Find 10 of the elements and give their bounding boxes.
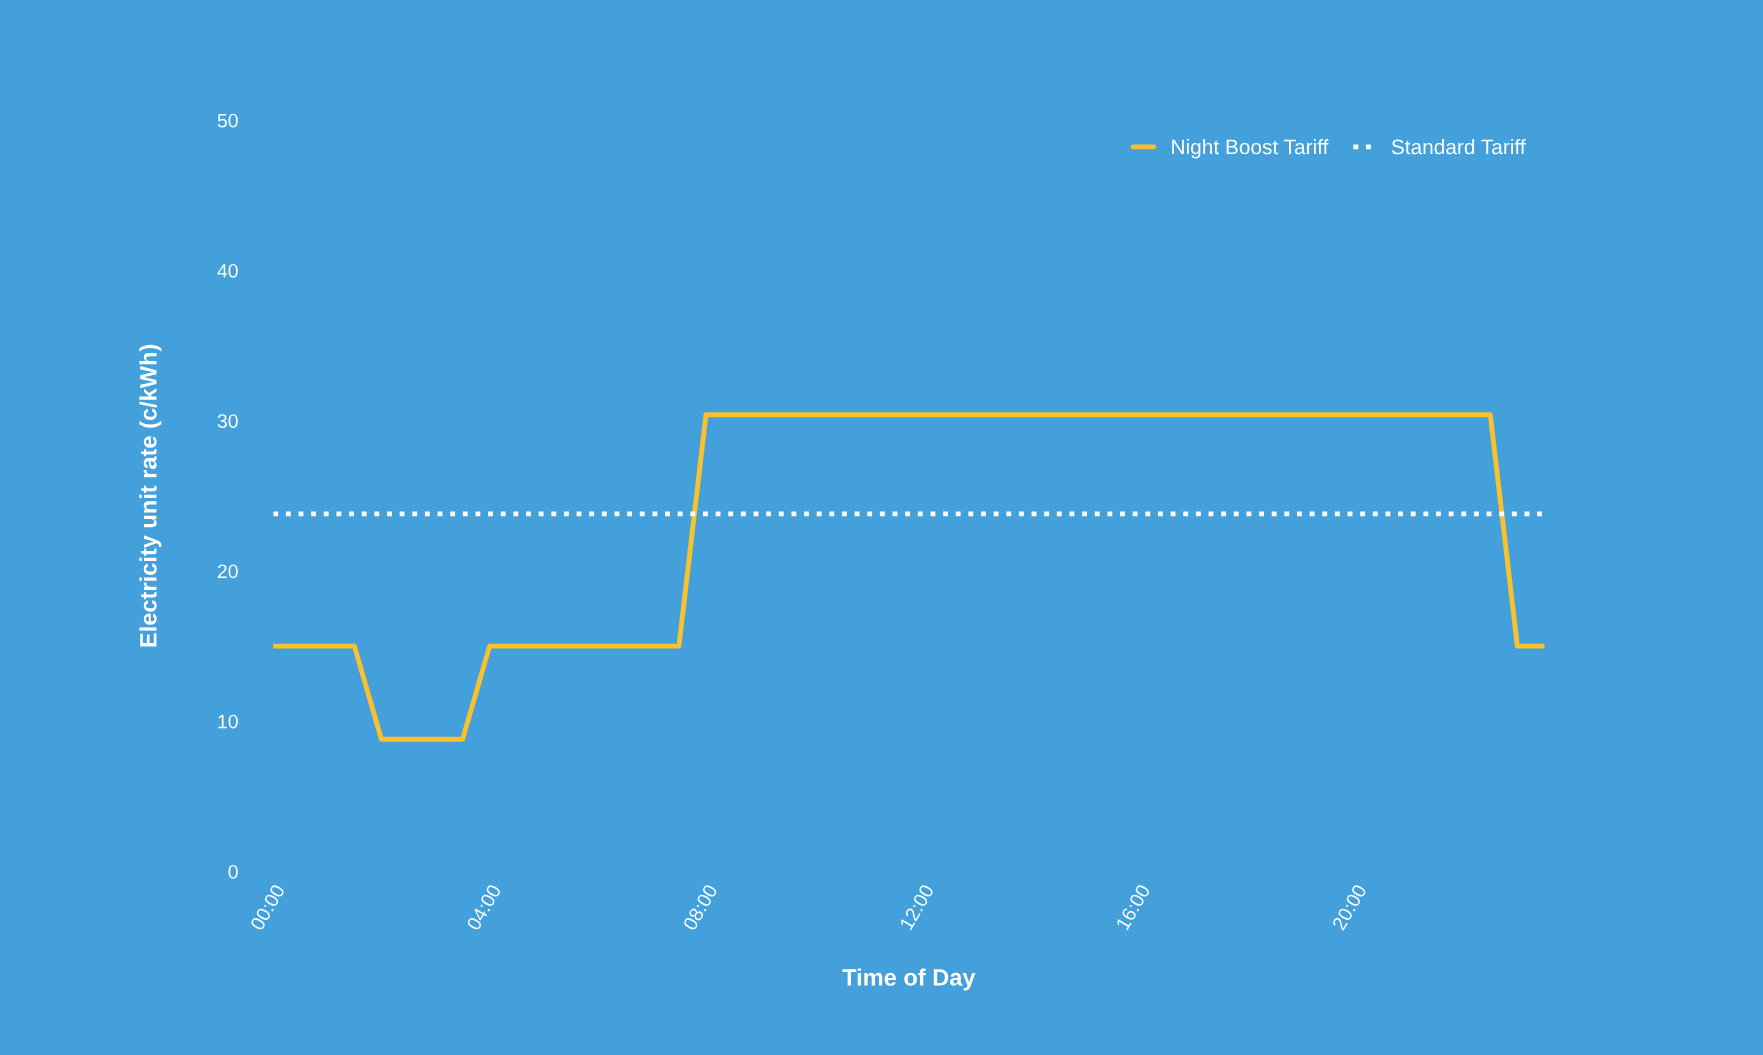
legend-label: Night Boost Tariff: [1172, 139, 1329, 159]
legend-label: Standard Tariff: [1391, 139, 1526, 155]
x-axis-title: Time of Day: [842, 968, 976, 991]
y-tick-label: 50: [217, 113, 238, 128]
y-tick-label: 10: [218, 714, 238, 729]
y-tick-label: 0: [228, 864, 238, 879]
y-tick-label: 20: [217, 564, 238, 579]
y-axis-title: Electricity unit rate (c/kWh): [139, 344, 162, 647]
y-tick-label: 30: [217, 414, 238, 428]
y-tick-label: 40: [217, 263, 238, 278]
